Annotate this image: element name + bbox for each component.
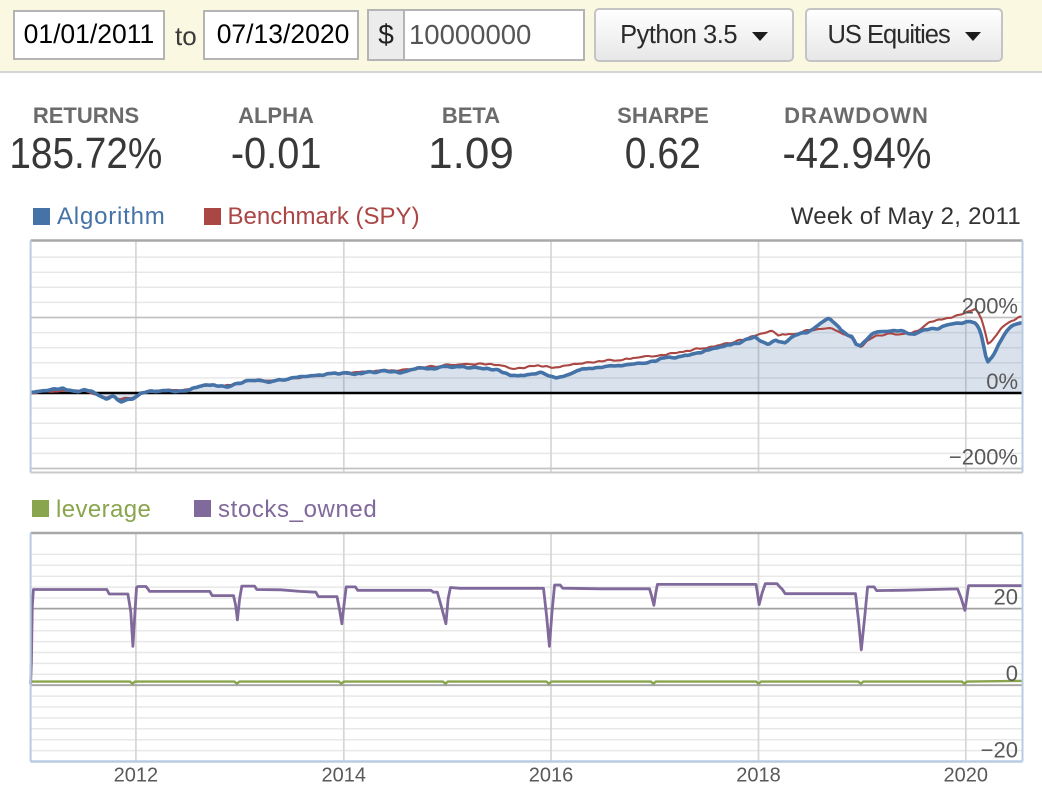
svg-text:20: 20 xyxy=(994,585,1018,610)
svg-text:2014: 2014 xyxy=(322,764,367,786)
svg-text:0%: 0% xyxy=(986,369,1018,394)
svg-text:0: 0 xyxy=(1006,661,1018,686)
svg-text:−20: −20 xyxy=(981,738,1018,763)
svg-text:2018: 2018 xyxy=(736,764,781,786)
svg-text:200%: 200% xyxy=(962,294,1018,319)
svg-text:2016: 2016 xyxy=(529,764,574,786)
svg-text:2012: 2012 xyxy=(114,764,159,786)
svg-text:−200%: −200% xyxy=(949,445,1018,470)
svg-text:2020: 2020 xyxy=(944,764,989,786)
